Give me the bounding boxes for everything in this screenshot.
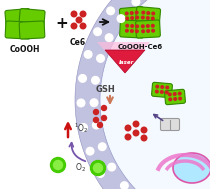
FancyBboxPatch shape	[136, 20, 160, 38]
Polygon shape	[97, 42, 150, 73]
Circle shape	[131, 17, 134, 19]
Circle shape	[91, 160, 105, 176]
Circle shape	[161, 86, 164, 88]
Circle shape	[94, 28, 101, 36]
Circle shape	[125, 125, 131, 131]
Polygon shape	[100, 0, 210, 189]
Circle shape	[147, 25, 149, 27]
Text: Ce6: Ce6	[70, 38, 86, 47]
Circle shape	[142, 30, 144, 33]
Circle shape	[101, 105, 106, 111]
FancyArrowPatch shape	[69, 143, 85, 161]
Circle shape	[165, 91, 168, 94]
Circle shape	[98, 143, 106, 150]
Circle shape	[126, 24, 129, 27]
Circle shape	[71, 11, 77, 17]
FancyBboxPatch shape	[135, 7, 160, 25]
Circle shape	[133, 121, 139, 127]
FancyBboxPatch shape	[5, 21, 31, 39]
Circle shape	[147, 30, 149, 32]
Ellipse shape	[173, 153, 210, 183]
Circle shape	[131, 30, 133, 32]
Circle shape	[142, 25, 144, 28]
Circle shape	[126, 29, 128, 32]
Circle shape	[141, 127, 147, 133]
FancyBboxPatch shape	[165, 89, 185, 105]
Circle shape	[156, 85, 159, 88]
Circle shape	[54, 160, 63, 170]
Circle shape	[93, 121, 100, 129]
Circle shape	[93, 109, 98, 115]
Circle shape	[135, 11, 138, 14]
Circle shape	[105, 34, 113, 41]
Circle shape	[125, 12, 128, 15]
Circle shape	[141, 135, 147, 141]
Circle shape	[179, 97, 181, 100]
Circle shape	[168, 93, 171, 96]
Circle shape	[166, 86, 169, 89]
FancyBboxPatch shape	[19, 9, 45, 27]
FancyBboxPatch shape	[120, 20, 144, 38]
Circle shape	[147, 17, 149, 19]
FancyBboxPatch shape	[160, 119, 180, 130]
Text: $^1$O$_2$: $^1$O$_2$	[74, 121, 89, 135]
Text: O$_2$: O$_2$	[75, 162, 85, 174]
Circle shape	[160, 91, 163, 93]
FancyBboxPatch shape	[5, 9, 31, 27]
Circle shape	[125, 134, 131, 140]
Circle shape	[86, 147, 94, 155]
Circle shape	[101, 115, 106, 121]
Circle shape	[76, 17, 82, 23]
Circle shape	[142, 11, 144, 14]
Circle shape	[136, 25, 138, 28]
Circle shape	[80, 23, 86, 29]
Text: CoOOH-Ce6: CoOOH-Ce6	[117, 44, 163, 50]
Circle shape	[130, 12, 133, 14]
Text: laser: laser	[119, 60, 135, 64]
FancyBboxPatch shape	[119, 7, 144, 25]
Circle shape	[133, 130, 139, 136]
Circle shape	[132, 0, 140, 6]
Circle shape	[84, 51, 92, 58]
Circle shape	[108, 163, 116, 171]
Polygon shape	[105, 50, 145, 73]
Circle shape	[121, 182, 128, 189]
Text: GSH: GSH	[95, 85, 115, 94]
Circle shape	[97, 55, 104, 62]
Circle shape	[80, 124, 87, 131]
Text: +: +	[56, 16, 68, 32]
Circle shape	[151, 17, 154, 20]
Circle shape	[117, 15, 125, 22]
Circle shape	[93, 118, 98, 122]
Circle shape	[152, 24, 154, 27]
Circle shape	[136, 16, 138, 19]
Circle shape	[142, 16, 144, 19]
Circle shape	[152, 12, 155, 15]
Circle shape	[169, 98, 172, 101]
Circle shape	[80, 11, 86, 17]
Circle shape	[50, 157, 66, 173]
Polygon shape	[75, 0, 210, 189]
Circle shape	[126, 17, 129, 20]
Circle shape	[92, 77, 99, 84]
Circle shape	[156, 90, 158, 93]
Circle shape	[97, 170, 104, 177]
Circle shape	[178, 92, 181, 95]
Text: CoOOH: CoOOH	[10, 45, 40, 54]
Circle shape	[77, 99, 85, 107]
Circle shape	[90, 99, 98, 106]
Circle shape	[79, 75, 86, 82]
Circle shape	[152, 29, 154, 32]
Circle shape	[107, 7, 114, 15]
Circle shape	[71, 23, 77, 29]
Circle shape	[97, 122, 102, 128]
FancyBboxPatch shape	[19, 21, 45, 39]
Circle shape	[136, 30, 138, 33]
FancyBboxPatch shape	[152, 82, 172, 98]
Circle shape	[93, 163, 102, 173]
Circle shape	[174, 98, 176, 100]
Circle shape	[147, 12, 150, 14]
Circle shape	[173, 93, 176, 95]
Circle shape	[131, 25, 134, 27]
